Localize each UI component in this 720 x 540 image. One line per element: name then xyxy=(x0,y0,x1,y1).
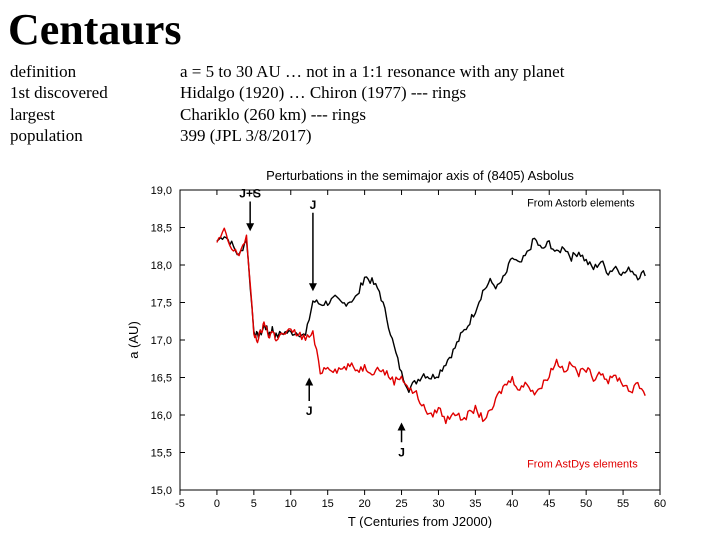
value-definition: a = 5 to 30 AU … not in a 1:1 resonance … xyxy=(180,61,710,82)
value-largest: Chariklo (260 km) --- rings xyxy=(180,104,710,125)
label-population: population xyxy=(10,125,180,146)
svg-text:J+S: J+S xyxy=(239,187,261,201)
svg-text:-5: -5 xyxy=(175,498,185,510)
svg-text:10: 10 xyxy=(285,498,297,510)
info-values: a = 5 to 30 AU … not in a 1:1 resonance … xyxy=(180,61,710,146)
svg-text:50: 50 xyxy=(580,498,592,510)
svg-text:17,0: 17,0 xyxy=(151,335,172,347)
label-largest: largest xyxy=(10,104,180,125)
info-block: definition 1st discovered largest popula… xyxy=(0,61,720,152)
svg-text:19,0: 19,0 xyxy=(151,185,172,197)
value-first-discovered: Hidalgo (1920) … Chiron (1977) --- rings xyxy=(180,82,710,103)
svg-text:18,5: 18,5 xyxy=(151,223,172,235)
svg-text:J: J xyxy=(398,445,405,459)
svg-text:17,5: 17,5 xyxy=(151,298,172,310)
svg-text:16,0: 16,0 xyxy=(151,410,172,422)
svg-text:18,0: 18,0 xyxy=(151,260,172,272)
svg-text:60: 60 xyxy=(654,498,666,510)
svg-text:a (AU): a (AU) xyxy=(126,321,141,359)
label-definition: definition xyxy=(10,61,180,82)
svg-text:20: 20 xyxy=(358,498,370,510)
chart-container: Perturbations in the semimajor axis of (… xyxy=(120,168,680,528)
svg-text:30: 30 xyxy=(432,498,444,510)
svg-text:35: 35 xyxy=(469,498,481,510)
label-first-discovered: 1st discovered xyxy=(10,82,180,103)
svg-text:J: J xyxy=(310,198,317,212)
svg-text:25: 25 xyxy=(395,498,407,510)
svg-text:J: J xyxy=(306,404,313,418)
svg-text:16,5: 16,5 xyxy=(151,373,172,385)
svg-text:0: 0 xyxy=(214,498,220,510)
svg-text:40: 40 xyxy=(506,498,518,510)
svg-text:15,0: 15,0 xyxy=(151,485,172,497)
svg-text:From AstDys elements: From AstDys elements xyxy=(527,459,638,471)
info-labels: definition 1st discovered largest popula… xyxy=(10,61,180,146)
chart-svg: Perturbations in the semimajor axis of (… xyxy=(120,168,680,528)
svg-text:15: 15 xyxy=(322,498,334,510)
svg-text:From Astorb elements: From Astorb elements xyxy=(527,198,635,210)
page-title: Centaurs xyxy=(0,0,720,61)
svg-text:55: 55 xyxy=(617,498,629,510)
svg-text:15,5: 15,5 xyxy=(151,448,172,460)
value-population: 399 (JPL 3/8/2017) xyxy=(180,125,710,146)
svg-text:5: 5 xyxy=(251,498,257,510)
svg-text:Perturbations in the semimajor: Perturbations in the semimajor axis of (… xyxy=(266,168,574,183)
svg-text:45: 45 xyxy=(543,498,555,510)
svg-text:T (Centuries from J2000): T (Centuries from J2000) xyxy=(348,514,492,528)
